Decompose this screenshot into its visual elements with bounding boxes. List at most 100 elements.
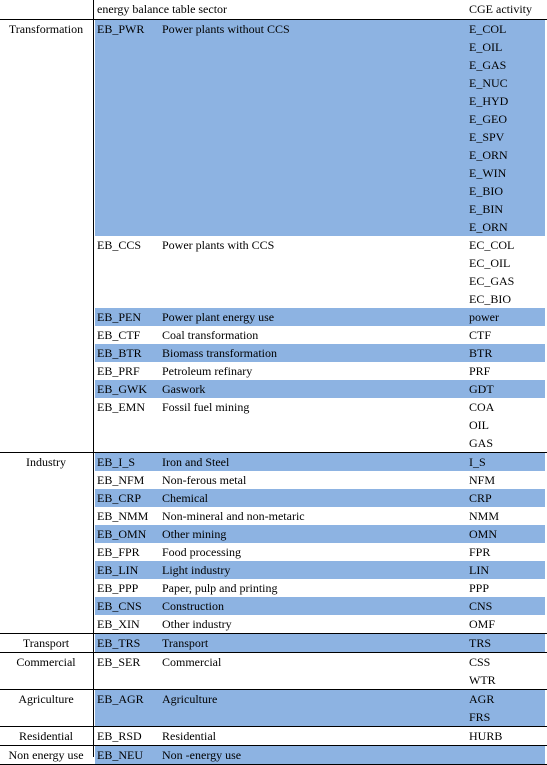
sector-name: Power plants with CCS xyxy=(162,238,275,252)
sector-name: Biomass transformation xyxy=(162,346,277,360)
sector-code: EB_NFM xyxy=(97,473,145,487)
activity-code: EC_OIL xyxy=(469,256,511,270)
row-highlight xyxy=(95,634,545,652)
activity-code: CSS xyxy=(469,655,491,669)
sector-code: EB_BTR xyxy=(97,346,142,360)
activity-code: E_HYD xyxy=(469,94,509,108)
table-row: EB_PWR Power plants without CCS E_COL E_OIL… xyxy=(0,20,547,236)
sector-code: EB_CTF xyxy=(97,328,141,342)
sector-name: Non-ferous metal xyxy=(162,473,247,487)
activity-code: HURB xyxy=(469,729,503,743)
sector-name: Other industry xyxy=(162,617,232,631)
table-row: EB_AGR Agriculture AGR FRS xyxy=(0,690,547,726)
category-label: Commercial xyxy=(16,655,76,669)
activity-code: power xyxy=(469,310,499,324)
activity-list: OMF xyxy=(469,615,495,633)
activity-code: E_WIN xyxy=(469,166,507,180)
table-body: EB_PWR Power plants without CCS E_COL E_OIL… xyxy=(0,20,547,765)
category-group: EB_RSD Residential HURB Residential xyxy=(0,727,547,746)
sector-name: Non -energy use xyxy=(162,748,242,762)
row-highlight xyxy=(95,690,545,726)
sector-code: EB_PEN xyxy=(97,310,142,324)
activity-list: CSS WTR xyxy=(469,653,496,689)
activity-code: I_S xyxy=(469,455,486,469)
activity-list: CNS xyxy=(469,597,492,615)
activity-code: E_COL xyxy=(469,22,507,36)
activity-list: EC_COL EC_OIL EC_GAS EC_BIO xyxy=(469,236,514,308)
activity-code: EC_GAS xyxy=(469,274,515,288)
sector-name: Gaswork xyxy=(162,382,206,396)
table-row: EB_BTR Biomass transformation BTR xyxy=(0,344,547,362)
sector-code: EB_TRS xyxy=(97,636,141,650)
activity-code: E_BIN xyxy=(469,202,503,216)
sector-code: EB_FPR xyxy=(97,545,140,559)
activity-list: HURB xyxy=(469,727,502,745)
category-group: EB_I_S Iron and Steel I_S EB_NFM Non-ferous … xyxy=(0,453,547,634)
activity-code: NFM xyxy=(469,473,496,487)
sector-code: EB_I_S xyxy=(97,455,136,469)
table-row: EB_NMM Non-mineral and non-metaric NMM xyxy=(0,507,547,525)
table-row: EB_PPP Paper, pulp and printing PPP xyxy=(0,579,547,597)
table-row: EB_FPR Food processing FPR xyxy=(0,543,547,561)
table-row: EB_SER Commercial CSS WTR xyxy=(0,653,547,689)
sector-name: Iron and Steel xyxy=(162,455,230,469)
header-activity: CGE activity xyxy=(469,2,532,16)
table-row: EB_PRF Petroleum refinary PRF xyxy=(0,362,547,380)
activity-code: E_GAS xyxy=(469,58,507,72)
sector-name: Food processing xyxy=(162,545,241,559)
table-row: EB_CRP Chemical CRP xyxy=(0,489,547,507)
row-highlight xyxy=(95,20,545,236)
activity-list: PPP xyxy=(469,579,489,597)
sector-name: Construction xyxy=(162,599,224,613)
activity-list: CTF xyxy=(469,326,491,344)
sector-code: EB_XIN xyxy=(97,617,140,631)
activity-code: FRS xyxy=(469,710,491,724)
row-highlight xyxy=(95,344,545,362)
activity-list: AGR FRS xyxy=(469,690,494,726)
activity-code: OMN xyxy=(469,527,498,541)
sector-name: Chemical xyxy=(162,491,208,505)
sector-code: EB_GWK xyxy=(97,382,147,396)
activity-list: E_COL E_OIL E_GAS E_NUC E_HYD E_GEO E_SPV E_ORN… xyxy=(469,20,508,236)
header-sector: energy balance table sector xyxy=(97,2,228,16)
activity-list: OMN xyxy=(469,525,497,543)
activity-list: CRP xyxy=(469,489,492,507)
sector-code: EB_CNS xyxy=(97,599,142,613)
sector-code: EB_AGR xyxy=(97,692,144,706)
table-row: EB_CNS Construction CNS xyxy=(0,597,547,615)
sector-name: Power plants without CCS xyxy=(162,22,290,36)
activity-code: CNS xyxy=(469,599,493,613)
sector-name: Coal transformation xyxy=(162,328,259,342)
row-highlight xyxy=(95,453,545,471)
sector-name: Fossil fuel mining xyxy=(162,400,250,414)
activity-code: OMF xyxy=(469,617,496,631)
table-row: EB_XIN Other industry OMF xyxy=(0,615,547,633)
activity-list: I_S xyxy=(469,453,486,471)
table-row: EB_I_S Iron and Steel I_S xyxy=(0,453,547,471)
activity-code: OIL xyxy=(469,418,489,432)
column-divider xyxy=(93,0,94,757)
activity-list: PRF xyxy=(469,362,490,380)
table-row: EB_TRS Transport TRS xyxy=(0,634,547,652)
activity-code: LIN xyxy=(469,563,489,577)
activity-code: E_GEO xyxy=(469,112,507,126)
category-group: EB_PWR Power plants without CCS E_COL E_OIL… xyxy=(0,20,547,453)
sector-code: EB_EMN xyxy=(97,400,145,414)
sector-name: Residential xyxy=(162,729,216,743)
activity-code: EC_COL xyxy=(469,238,515,252)
category-label: Residential xyxy=(19,729,73,743)
activity-code: E_BIO xyxy=(469,184,503,198)
sector-name: Paper, pulp and printing xyxy=(162,581,278,595)
sector-code: EB_PWR xyxy=(97,22,145,36)
sector-code: EB_CRP xyxy=(97,491,142,505)
table-row: EB_PEN Power plant energy use power xyxy=(0,308,547,326)
activity-code: FPR xyxy=(469,545,491,559)
table-row: EB_CCS Power plants with CCS EC_COL EC_OIL E… xyxy=(0,236,547,308)
sector-code: EB_PRF xyxy=(97,364,140,378)
category-group: EB_NEU Non -energy use Non energy use xyxy=(0,746,547,765)
activity-code: CRP xyxy=(469,491,492,505)
category-label: Non energy use xyxy=(8,748,84,762)
activity-code: E_OIL xyxy=(469,40,503,54)
activity-code: NMM xyxy=(469,509,500,523)
